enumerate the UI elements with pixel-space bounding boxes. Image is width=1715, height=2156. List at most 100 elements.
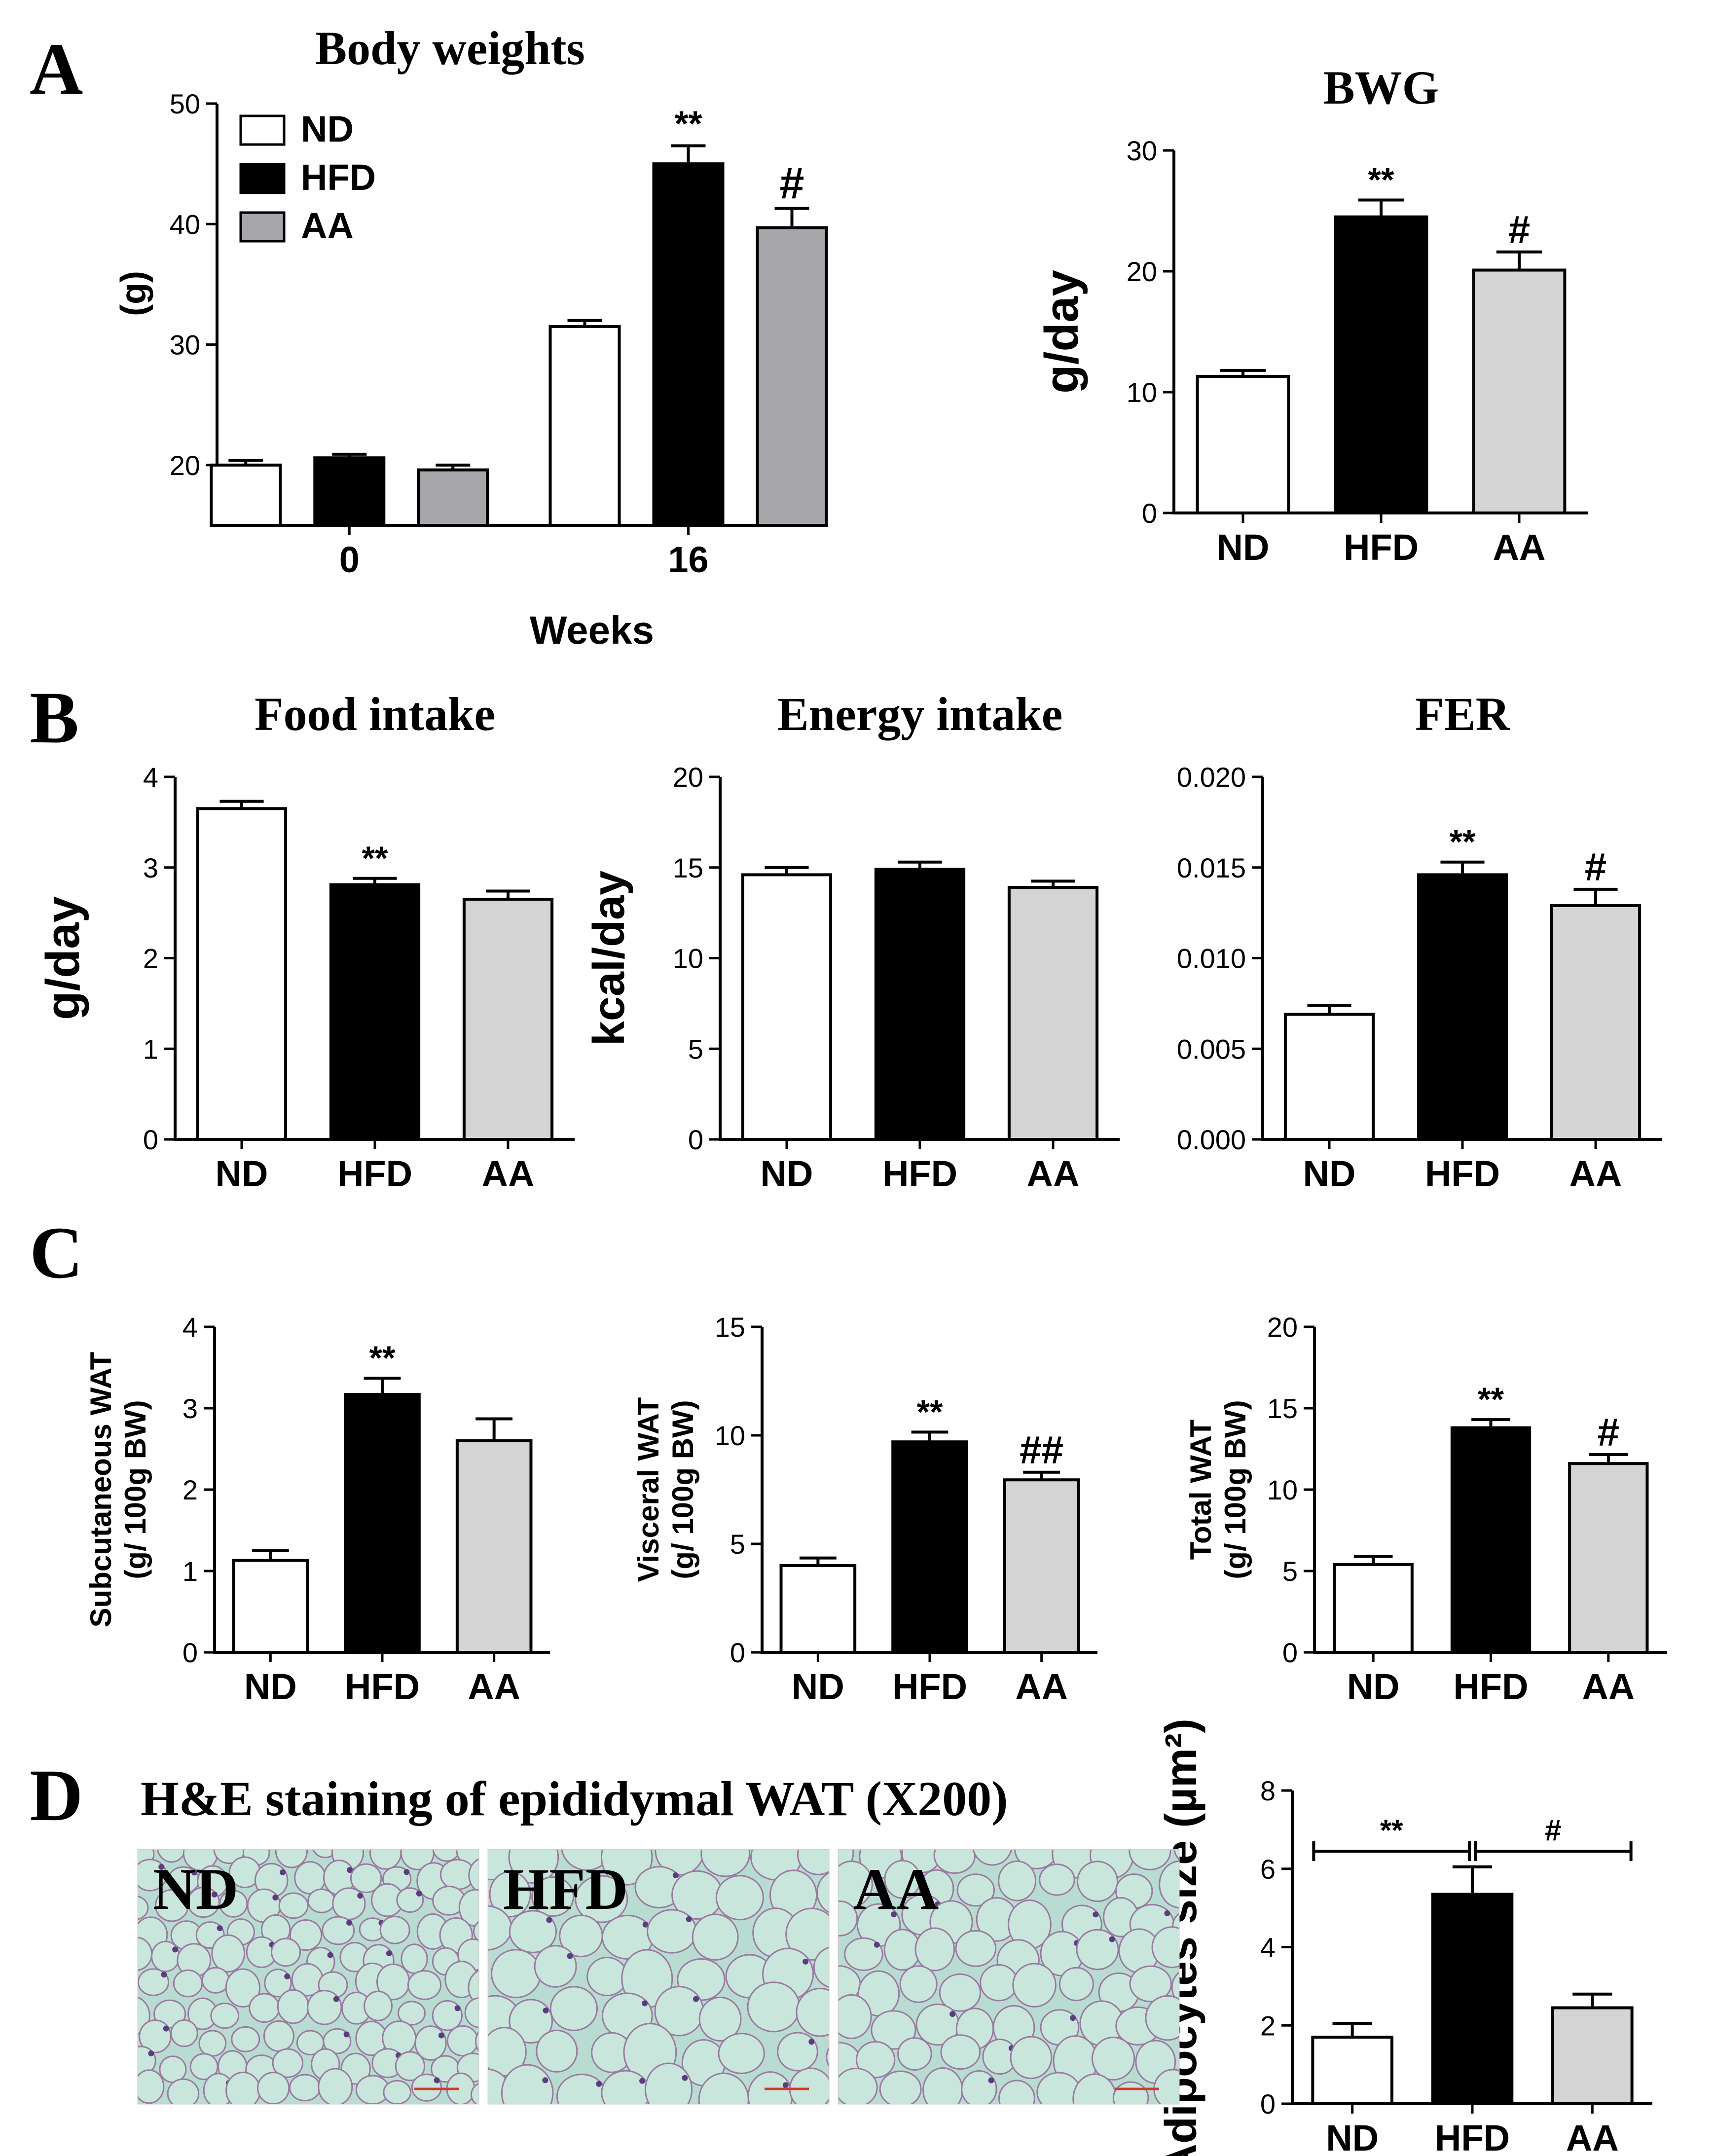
adipocyte — [379, 1915, 410, 1944]
significance-label: ** — [369, 1339, 396, 1377]
adipocyte — [289, 1919, 323, 1951]
y-tick-label: 0.005 — [1177, 1033, 1246, 1064]
adipocyte — [777, 2032, 818, 2072]
cell-layer — [839, 1843, 1179, 2104]
bar-nd — [1311, 2036, 1393, 2105]
histology-label: ND — [153, 1856, 238, 1922]
panel-letter-c: C — [30, 1212, 83, 1294]
adipocyte — [156, 1850, 186, 1863]
panel-letter-b: B — [30, 677, 79, 759]
adipocyte — [844, 1937, 883, 1972]
significance-label: ** — [1450, 823, 1476, 861]
nucleus — [639, 2078, 646, 2084]
nucleus — [988, 2077, 994, 2083]
nucleus — [148, 2050, 154, 2056]
adipocyte — [1129, 1965, 1172, 2003]
adipocyte — [468, 1970, 478, 2006]
bar-hfd — [891, 1440, 968, 1654]
nucleus — [347, 1867, 353, 1873]
nucleus — [672, 1872, 679, 1878]
adipocyte — [998, 1860, 1037, 1901]
adipocyte — [411, 2073, 442, 2102]
bar-nd — [1333, 1563, 1414, 1654]
histology-image-hfd: HFD — [487, 1835, 830, 2105]
significance-label: # — [1585, 845, 1607, 889]
bar-aa — [462, 898, 554, 1141]
adipocyte — [138, 1937, 153, 1971]
histology-label: HFD — [503, 1856, 628, 1922]
adipocyte — [1076, 1929, 1119, 1971]
adipocyte — [961, 2070, 997, 2104]
nucleus — [1070, 2015, 1076, 2021]
adipocyte — [322, 1916, 355, 1945]
legend-label-hfd: HFD — [301, 157, 376, 198]
legend-swatch-aa — [239, 211, 286, 243]
significance-label: # — [1598, 1410, 1620, 1454]
adipocyte — [998, 2080, 1035, 2104]
y-tick-label: 4 — [182, 1312, 198, 1343]
adipocyte — [1091, 2037, 1135, 2081]
y-tick-label: 0 — [1260, 2088, 1276, 2119]
nucleus — [892, 1843, 898, 1849]
adipocyte — [747, 1981, 801, 2033]
x-tick-label: ND — [1347, 1666, 1400, 1707]
adipocyte — [231, 2026, 260, 2052]
legend-swatch-nd — [239, 114, 286, 146]
adipocyte — [432, 1850, 461, 1862]
x-tick-label: HFD — [1435, 2118, 1510, 2156]
adipocyte — [1129, 1850, 1171, 1870]
y-tick-label: 5 — [688, 1033, 703, 1064]
adipocyte — [211, 1934, 246, 1973]
y-tick-label: 20 — [1127, 256, 1157, 287]
nucleus — [890, 1911, 897, 1918]
bar-aa — [1472, 268, 1567, 514]
significance-label: ** — [1368, 161, 1394, 198]
y-tick-label: 4 — [1260, 1932, 1276, 1963]
adipocyte — [509, 1910, 557, 1953]
bar-aa — [1003, 1478, 1080, 1654]
y-axis-label-unit: (g/ 100g BW) — [1219, 1400, 1252, 1579]
adipocyte — [939, 1973, 982, 2012]
adipocyte — [383, 2080, 412, 2104]
adipocyte — [395, 2051, 426, 2082]
legend-swatch-hfd — [239, 163, 286, 194]
chart-body-weights: 20 30 40 50 0 ** #16 ND HFD AA Body weights Weeks (g… — [114, 22, 828, 652]
adipocyte — [277, 1989, 309, 2024]
bar-nd — [741, 873, 833, 1141]
bracket-label: # — [1545, 1814, 1561, 1847]
bar-nd — [1283, 1013, 1375, 1141]
adipocyte — [556, 2074, 607, 2104]
adipocyte — [491, 1949, 542, 1999]
bar-hfd — [874, 868, 966, 1141]
nucleus — [693, 1835, 699, 1841]
adipocyte — [980, 1964, 1018, 2002]
y-tick-label: 0.015 — [1177, 852, 1246, 883]
y-axis-label-unit: (g/ 100g BW) — [666, 1400, 699, 1579]
adipocyte — [350, 1863, 382, 1894]
x-tick-label: ND — [1326, 2118, 1379, 2156]
adipocyte — [312, 1850, 338, 1859]
adipocyte — [897, 2037, 932, 2071]
y-axis-label: (g) — [114, 271, 153, 316]
nucleus — [217, 1925, 223, 1932]
nucleus — [343, 2031, 350, 2038]
significance-label: ** — [917, 1393, 943, 1430]
adipocyte — [369, 1850, 402, 1870]
adipocyte — [432, 2000, 463, 2031]
adipocyte — [249, 1993, 280, 2023]
bar-hfd-week-16 — [652, 162, 725, 527]
chart-fer: 0.000 0.005 0.010 0.015 0.020 ND HFD ** AA # FER — [1177, 688, 1662, 1194]
x-tick-label: 0 — [339, 539, 360, 580]
adipocyte — [446, 2025, 478, 2057]
x-tick-label: AA — [1566, 2118, 1619, 2156]
y-tick-label: 15 — [1267, 1393, 1298, 1424]
y-tick-label: 5 — [1282, 1556, 1298, 1587]
adipocyte — [198, 2030, 227, 2057]
y-tick-label: 0 — [182, 1637, 198, 1668]
chart-title: Body weights — [315, 22, 585, 74]
adipocyte — [1112, 2081, 1149, 2104]
y-tick-label: 2 — [143, 943, 158, 974]
bar-hfd — [1450, 1426, 1532, 1654]
